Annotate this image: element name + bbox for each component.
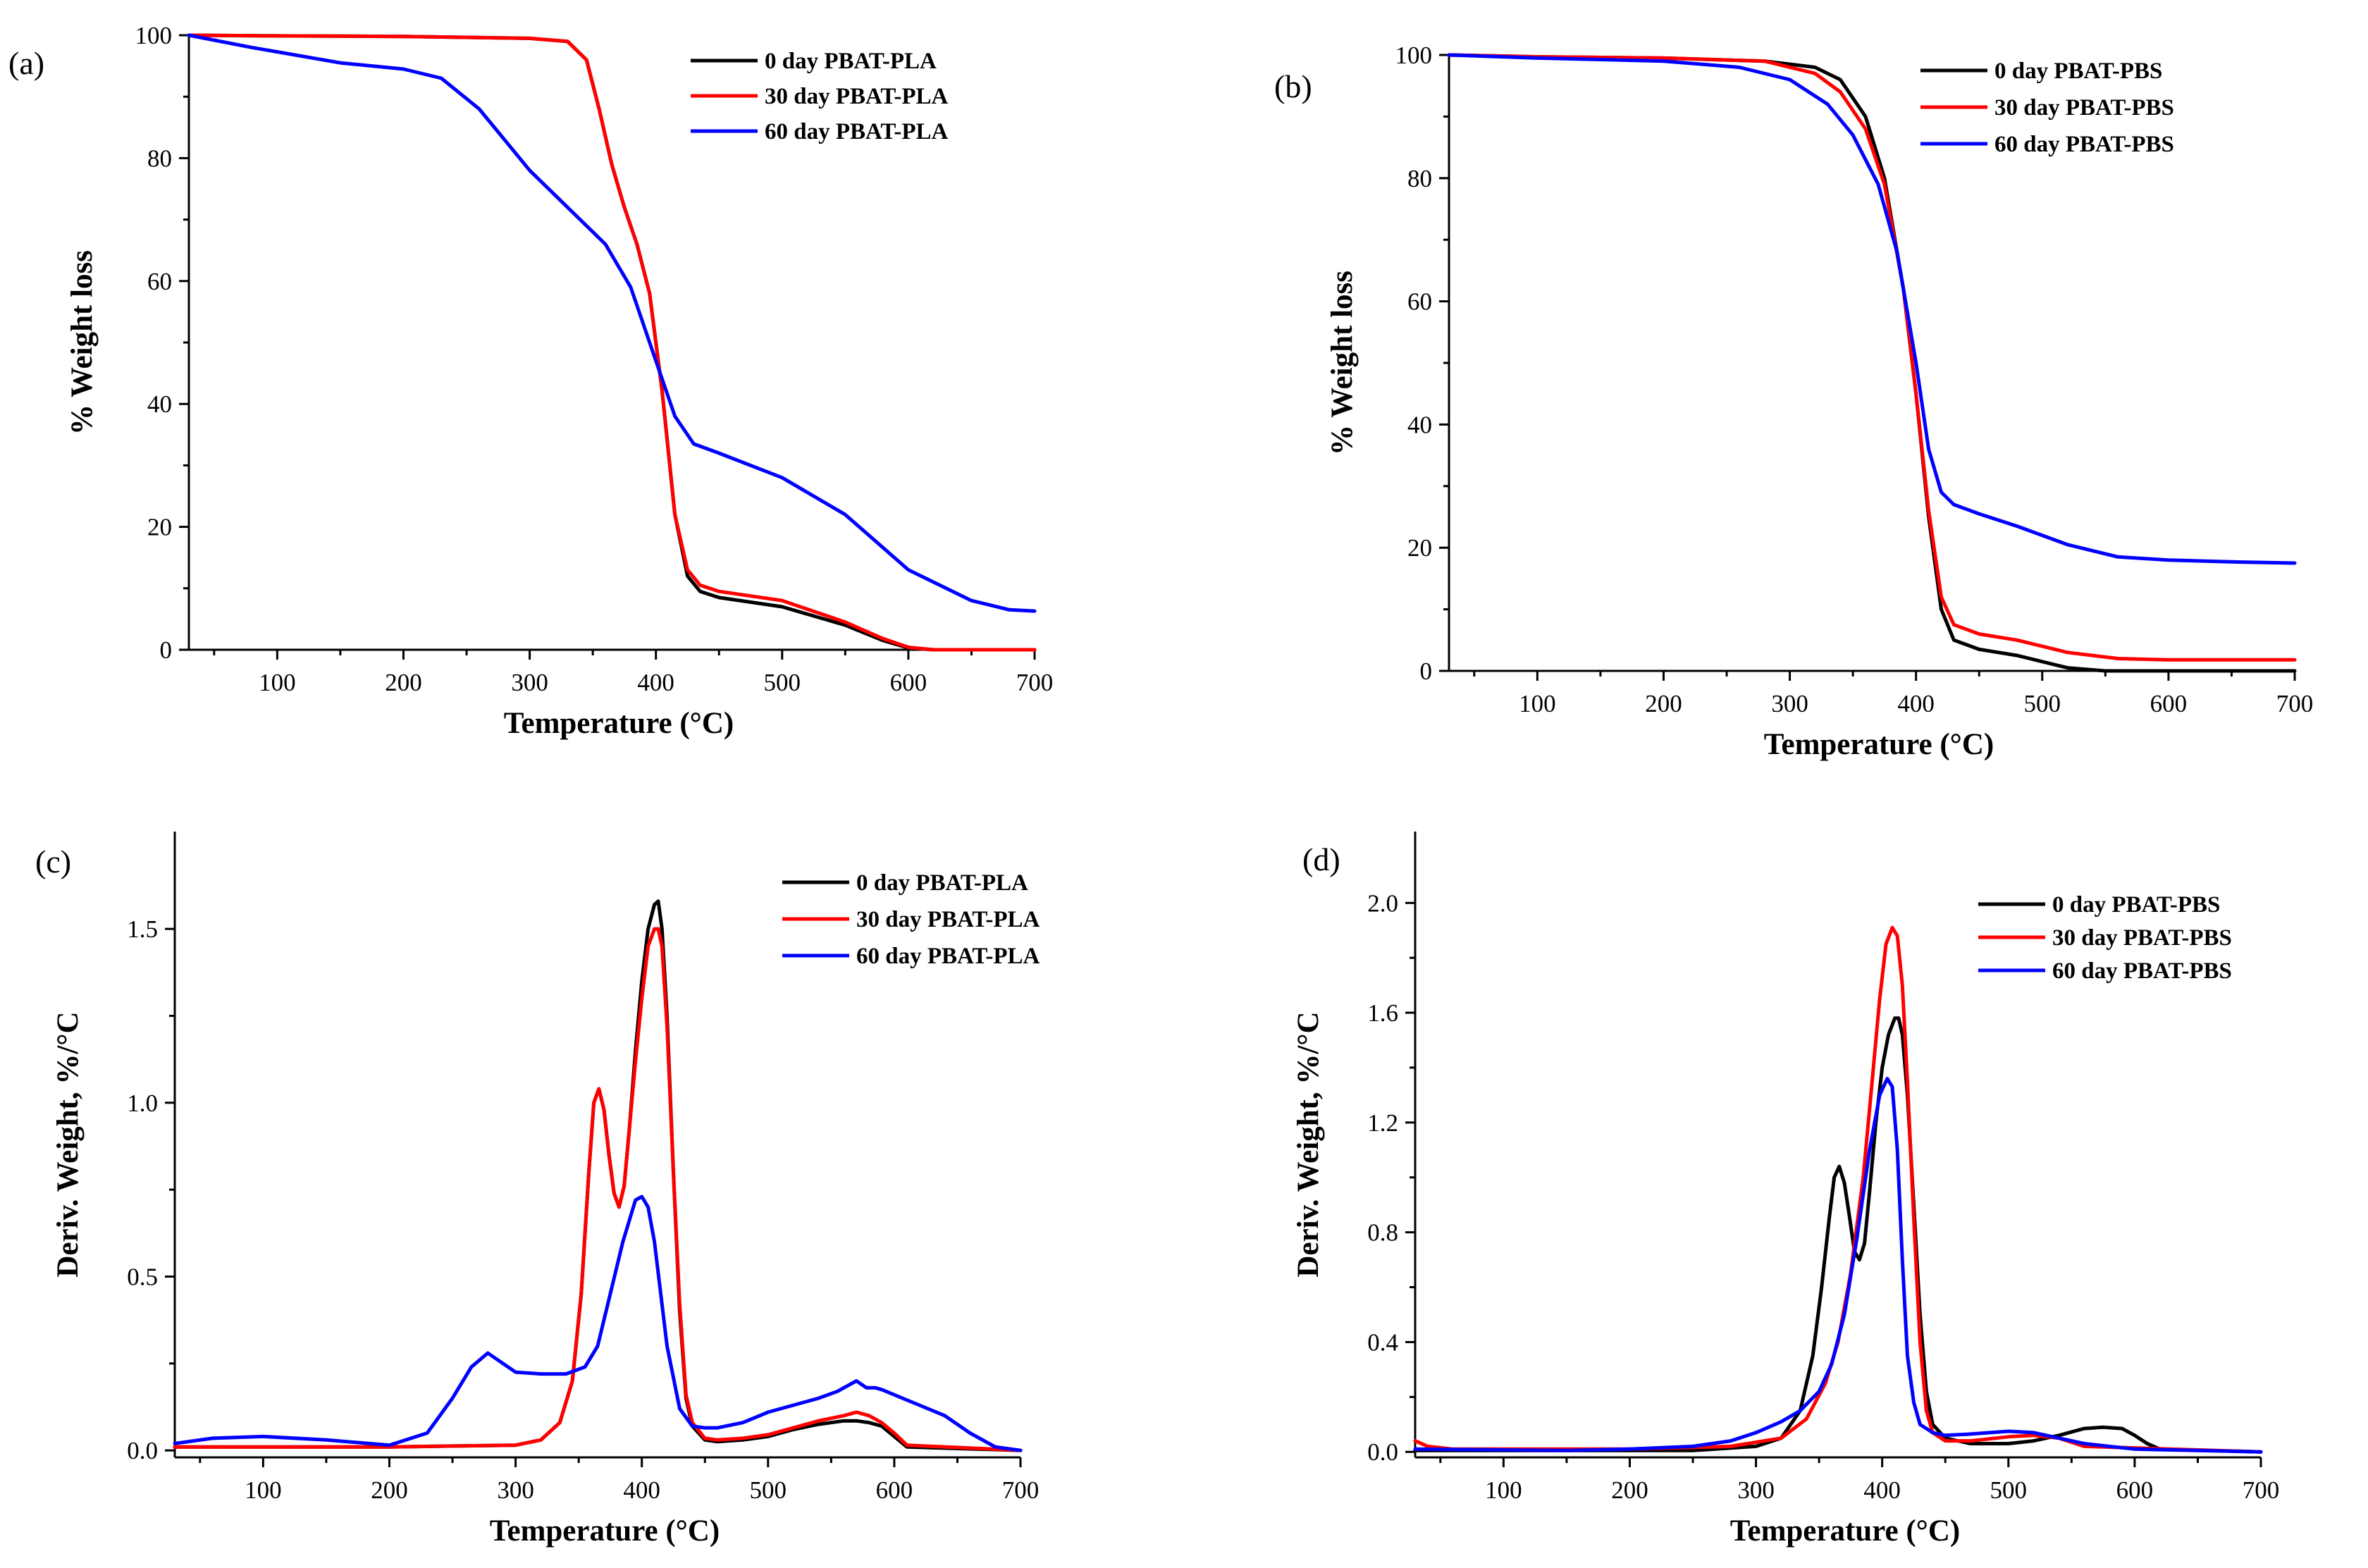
y-tick-label: 0.8	[1367, 1219, 1398, 1247]
panel-d: (d) 100 200 300 400 500 600 700 0.0 0.4 0.8 1.2 1.6 2…	[1292, 832, 2279, 1548]
x-tick-label: 200	[1645, 690, 1682, 717]
y-tick-label: 0.4	[1367, 1328, 1398, 1356]
y-tick-label: 40	[1407, 411, 1432, 438]
y-tick-label: 1.5	[127, 915, 158, 943]
series-line-2	[1413, 1077, 2263, 1454]
legend-label: 0 day PBAT-PLA	[856, 870, 1028, 896]
y-tick-label: 0.0	[127, 1437, 158, 1464]
legend-label: 30 day PBAT-PLA	[765, 84, 949, 109]
panel-label: (c)	[35, 844, 71, 879]
series-line-1	[173, 927, 1023, 1452]
y-axis-title: Deriv. Weight, %/°C	[1292, 1011, 1325, 1277]
y-axis-title: % Weight loss	[66, 250, 99, 435]
x-axis-title: Temperature (°C)	[504, 707, 734, 740]
legend-label: 60 day PBAT-PBS	[1994, 132, 2174, 157]
x-axis-title: Temperature (°C)	[490, 1514, 720, 1548]
legend-label: 0 day PBAT-PBS	[2052, 892, 2220, 918]
y-tick-label: 80	[1407, 165, 1432, 192]
x-tick-label: 400	[637, 669, 674, 696]
panel-c: (c) 100 200 300 400 500 600 700 0.0 0.5 1.0 1.5 Temp…	[35, 832, 1040, 1548]
x-tick-label: 300	[511, 669, 548, 696]
x-tick-label: 300	[497, 1476, 534, 1504]
y-tick-label: 100	[135, 22, 173, 49]
x-tick-label: 400	[1863, 1476, 1901, 1504]
y-axis-title: % Weight loss	[1326, 271, 1359, 455]
y-tick-label: 60	[147, 268, 172, 295]
y-tick-label: 40	[147, 390, 172, 418]
y-tick-label: 1.0	[127, 1089, 158, 1117]
legend-label: 0 day PBAT-PLA	[765, 49, 937, 74]
x-tick-label: 600	[2150, 690, 2188, 717]
legend-label: 30 day PBAT-PBS	[1994, 95, 2174, 121]
panel-b: (b) 100 200 300 400 500 600 700 0 20 40 60 80 100 Temp…	[1274, 42, 2313, 761]
x-tick-label: 500	[2024, 690, 2061, 717]
series-line-1	[1413, 925, 2263, 1454]
panel-label: (d)	[1302, 841, 1340, 877]
x-tick-label: 400	[623, 1476, 660, 1504]
legend-label: 30 day PBAT-PLA	[856, 907, 1040, 932]
x-tick-label: 100	[1485, 1476, 1522, 1504]
y-tick-label: 100	[1395, 42, 1433, 69]
y-tick-label: 1.6	[1367, 999, 1398, 1027]
x-tick-label: 500	[764, 669, 801, 696]
x-tick-label: 300	[1771, 690, 1808, 717]
series-line-2	[173, 1194, 1023, 1452]
x-tick-label: 200	[1611, 1476, 1648, 1504]
y-tick-label: 80	[147, 144, 172, 172]
y-tick-label: 0.0	[1367, 1438, 1398, 1466]
y-tick-label: 0	[160, 636, 173, 664]
x-tick-label: 200	[385, 669, 422, 696]
x-tick-label: 700	[1016, 669, 1054, 696]
y-tick-label: 2.0	[1367, 889, 1398, 917]
series-line-2	[187, 33, 1037, 613]
x-tick-label: 600	[890, 669, 927, 696]
x-tick-label: 100	[259, 669, 296, 696]
x-tick-label: 200	[371, 1476, 408, 1504]
x-tick-label: 700	[2276, 690, 2314, 717]
series-line-1	[187, 33, 1037, 652]
x-tick-label: 100	[1519, 690, 1556, 717]
panel-label: (a)	[8, 45, 44, 81]
y-tick-label: 0	[1420, 658, 1433, 685]
x-tick-label: 600	[876, 1476, 913, 1504]
x-tick-label: 700	[1002, 1476, 1040, 1504]
legend-label: 30 day PBAT-PBS	[2052, 925, 2232, 951]
x-tick-label: 500	[1990, 1476, 2028, 1504]
series-line-2	[1447, 53, 2297, 565]
x-tick-label: 500	[750, 1476, 787, 1504]
panel-label: (b)	[1274, 68, 1312, 104]
panel-a: (a) 100 200 300 400 500 600 700 0 20 40 60 80 100 Temp…	[8, 22, 1053, 740]
y-tick-label: 0.5	[127, 1263, 158, 1290]
y-tick-label: 20	[147, 514, 172, 541]
x-axis-title: Temperature (°C)	[1764, 728, 1994, 761]
x-tick-label: 700	[2243, 1476, 2280, 1504]
y-axis-title: Deriv. Weight, %/°C	[51, 1011, 85, 1277]
series-line-0	[1413, 1016, 2263, 1454]
x-tick-label: 400	[1897, 690, 1935, 717]
y-tick-label: 60	[1407, 288, 1432, 316]
legend-label: 60 day PBAT-PBS	[2052, 958, 2232, 984]
legend-label: 0 day PBAT-PBS	[1994, 58, 2162, 84]
y-tick-label: 1.2	[1367, 1109, 1398, 1137]
x-tick-label: 300	[1737, 1476, 1775, 1504]
legend-label: 60 day PBAT-PLA	[765, 119, 949, 144]
x-tick-label: 600	[2116, 1476, 2154, 1504]
y-tick-label: 20	[1407, 534, 1432, 562]
series-line-0	[173, 899, 1023, 1452]
x-axis-title: Temperature (°C)	[1730, 1514, 1961, 1548]
legend-label: 60 day PBAT-PLA	[856, 944, 1040, 969]
x-tick-label: 100	[245, 1476, 282, 1504]
series-line-1	[1447, 53, 2297, 662]
